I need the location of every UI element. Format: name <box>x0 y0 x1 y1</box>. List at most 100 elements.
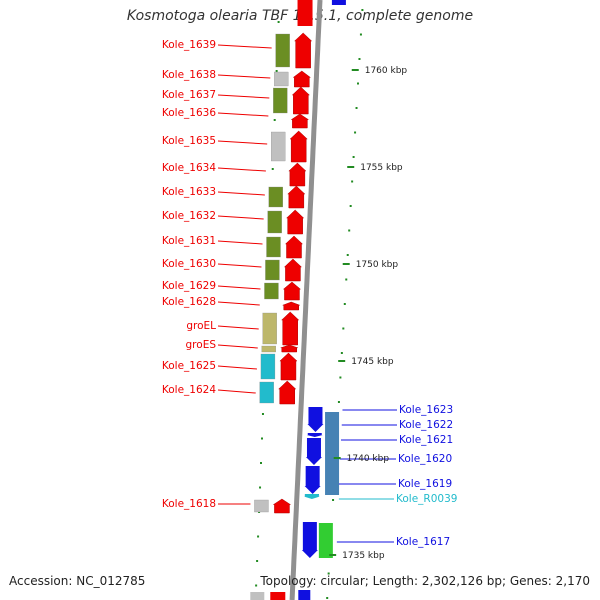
gene-arrow-forward <box>297 0 313 26</box>
gene-arrow-forward <box>287 185 306 209</box>
gene-arrow-forward <box>280 344 298 353</box>
cog-box <box>274 71 289 87</box>
label-leader <box>217 325 259 330</box>
cog-box <box>275 33 290 68</box>
cog-box <box>250 592 265 600</box>
scale-label: 1760 kbp <box>365 66 408 76</box>
gene-arrow-forward <box>283 258 303 282</box>
gene-label-forward: Kole_1629 <box>162 280 216 292</box>
gene-label-forward: Kole_1635 <box>162 135 216 147</box>
cog-box <box>318 523 333 558</box>
scale-labels: 1760 kbp 1755 kbp 1750 kbp 1745 kbp 1740 kbp… <box>329 66 407 561</box>
gene-label-forward: Kole_1625 <box>162 360 216 372</box>
gene-label-reverse: Kole_R0039 <box>396 493 457 505</box>
label-leader <box>217 140 268 145</box>
label-leader <box>217 191 265 196</box>
scale-label: 1740 kbp <box>347 454 390 464</box>
gene-arrow-forward <box>289 130 308 163</box>
label-leader <box>217 365 257 370</box>
gene-labels: Kole_1639 Kole_1638 Kole_1637 Kole_1636 Kole… <box>162 39 458 548</box>
cog-box <box>262 312 277 345</box>
gene-label-forward: groES <box>186 339 217 351</box>
gene-arrow-forward <box>290 113 310 129</box>
scale-label: 1735 kbp <box>342 551 385 561</box>
gene-label-forward: groEL <box>186 320 216 332</box>
label-leader <box>217 389 256 394</box>
gene-label-forward: Kole_1624 <box>162 384 216 396</box>
label-leader <box>217 263 262 268</box>
gene-label-forward: Kole_1639 <box>162 39 216 51</box>
gene-label-reverse: Kole_1617 <box>396 536 450 548</box>
label-leader <box>217 74 271 79</box>
scale-label: 1755 kbp <box>360 163 403 173</box>
cog-box <box>273 87 288 114</box>
gene-arrow-reverse <box>306 433 323 437</box>
backbone-line <box>289 0 323 600</box>
label-leader <box>217 215 264 220</box>
gene-label-reverse: Kole_1620 <box>398 453 452 465</box>
backbone <box>289 0 323 600</box>
gene-arrow-reverse <box>305 438 322 465</box>
gene-label-forward: Kole_1634 <box>162 162 216 174</box>
label-leader <box>217 301 260 306</box>
cog-box <box>271 131 286 162</box>
cog-box <box>254 499 269 513</box>
gene-arrow-forward <box>272 498 292 514</box>
gene-arrow-reverse <box>307 407 324 432</box>
gene-arrow-forward <box>286 209 305 235</box>
cog-box <box>261 345 276 353</box>
gene-label-forward: Kole_1637 <box>162 89 216 101</box>
gene-arrow-reverse <box>301 522 318 558</box>
gene-label-forward: Kole_1628 <box>162 296 216 308</box>
cog-box <box>268 186 283 208</box>
gene-arrow-reverse <box>298 590 311 600</box>
cog-box <box>265 259 280 281</box>
scale-label: 1745 kbp <box>351 357 394 367</box>
gene-label-forward: Kole_1633 <box>162 186 216 198</box>
gene-arrow-forward <box>279 352 298 381</box>
gene-arrow-forward <box>292 70 312 88</box>
label-leader <box>217 44 272 49</box>
gene-arrow-forward <box>294 32 313 69</box>
gene-arrow-forward <box>278 380 297 405</box>
gene-label-reverse: Kole_1619 <box>398 478 452 490</box>
cog-box <box>325 412 340 495</box>
topology-text: Topology: circular; Length: 2,302,126 bp… <box>260 574 590 588</box>
label-leader <box>217 344 258 349</box>
gene-label-forward: Kole_1631 <box>162 235 216 247</box>
label-leader <box>217 112 269 117</box>
gene-arrow-forward <box>284 235 304 259</box>
cog-box <box>266 236 281 258</box>
gene-label-forward: Kole_1638 <box>162 69 216 81</box>
cog-boxes <box>250 33 340 600</box>
gene-arrow-forward <box>288 162 307 187</box>
label-leader <box>217 94 270 99</box>
gene-arrow-forward <box>291 86 310 115</box>
gene-arrow-forward <box>270 592 286 600</box>
gene-label-forward: Kole_1618 <box>162 498 216 510</box>
cog-box <box>259 381 274 404</box>
gene-arrow-forward <box>281 311 300 346</box>
gene-label-forward: Kole_1630 <box>162 258 216 270</box>
gene-label-reverse: Kole_1621 <box>399 434 453 446</box>
gene-arrow-reverse <box>303 494 320 499</box>
tick-marks <box>255 9 364 599</box>
gene-arrow-reverse <box>304 466 321 494</box>
scale-label: 1750 kbp <box>356 260 399 270</box>
cog-box <box>264 282 279 300</box>
cog-box <box>267 210 282 234</box>
gene-label-forward: Kole_1636 <box>162 107 216 119</box>
accession-text: Accession: NC_012785 <box>9 574 146 588</box>
label-leader <box>217 240 263 245</box>
gene-arrow-forward <box>282 301 300 311</box>
label-leader <box>217 285 261 290</box>
gene-label-reverse: Kole_1623 <box>399 404 453 416</box>
gene-arrows <box>270 0 346 600</box>
label-leader <box>217 167 266 172</box>
gene-label-forward: Kole_1632 <box>162 210 216 222</box>
gene-arrow-reverse <box>331 0 346 5</box>
cog-box <box>260 353 276 380</box>
gene-arrow-forward <box>282 281 302 301</box>
gene-label-reverse: Kole_1622 <box>399 419 453 431</box>
